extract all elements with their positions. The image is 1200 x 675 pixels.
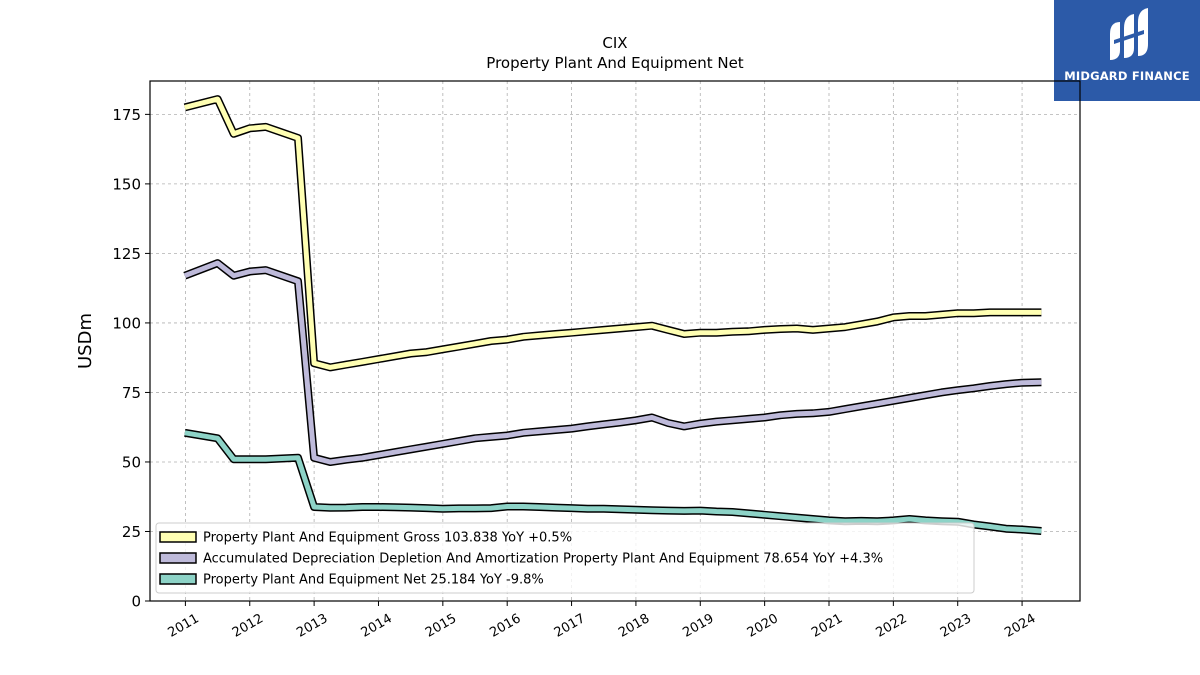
y-tick-label: 150 [112,175,141,193]
legend-swatch [159,531,197,543]
x-tick-label: 2019 [680,611,716,641]
x-tick-label: 2018 [616,611,652,641]
x-tick-label: 2014 [359,611,395,641]
logo-mark-icon [1110,8,1148,60]
logo-text: MIDGARD FINANCE [1064,69,1190,83]
x-tick-label: 2011 [166,611,202,641]
series-line-3 [184,430,1042,534]
y-tick-label: 100 [112,314,141,332]
brand-logo: MIDGARD FINANCE [1054,0,1200,101]
y-axis-label: USDm [75,313,96,369]
legend-entry: Property Plant And Equipment Net 25.184 … [203,573,544,588]
series-line-2 [183,260,1042,465]
x-tick-label: 2012 [230,611,266,641]
x-tick-label: 2024 [1002,611,1038,641]
legend-swatch [159,573,197,585]
x-tick-label: 2016 [487,611,523,641]
plot-frame [149,80,1081,602]
x-tick-label: 2015 [423,611,459,641]
x-tick-label: 2023 [938,611,974,641]
y-tick-label: 25 [122,523,141,541]
x-tick-label: 2020 [745,611,781,641]
legend-entry: Property Plant And Equipment Gross 103.8… [203,531,572,546]
y-tick-label: 50 [122,453,141,471]
x-tick-label: 2021 [809,611,845,641]
x-tick-label: 2013 [294,611,330,641]
legend-swatch [159,552,197,564]
y-tick-label: 175 [112,106,141,124]
legend-box [155,522,975,594]
y-tick-label: 75 [122,384,141,402]
legend-entry: Accumulated Depreciation Depletion And A… [203,552,883,567]
series-line-1 [184,96,1042,370]
x-tick-label: 2017 [552,611,588,641]
chart-subtitle: Property Plant And Equipment Net [486,54,743,72]
x-tick-label: 2022 [874,611,910,641]
chart-title: CIX [602,34,627,52]
y-tick-label: 125 [112,245,141,263]
y-tick-label: 0 [131,593,141,611]
